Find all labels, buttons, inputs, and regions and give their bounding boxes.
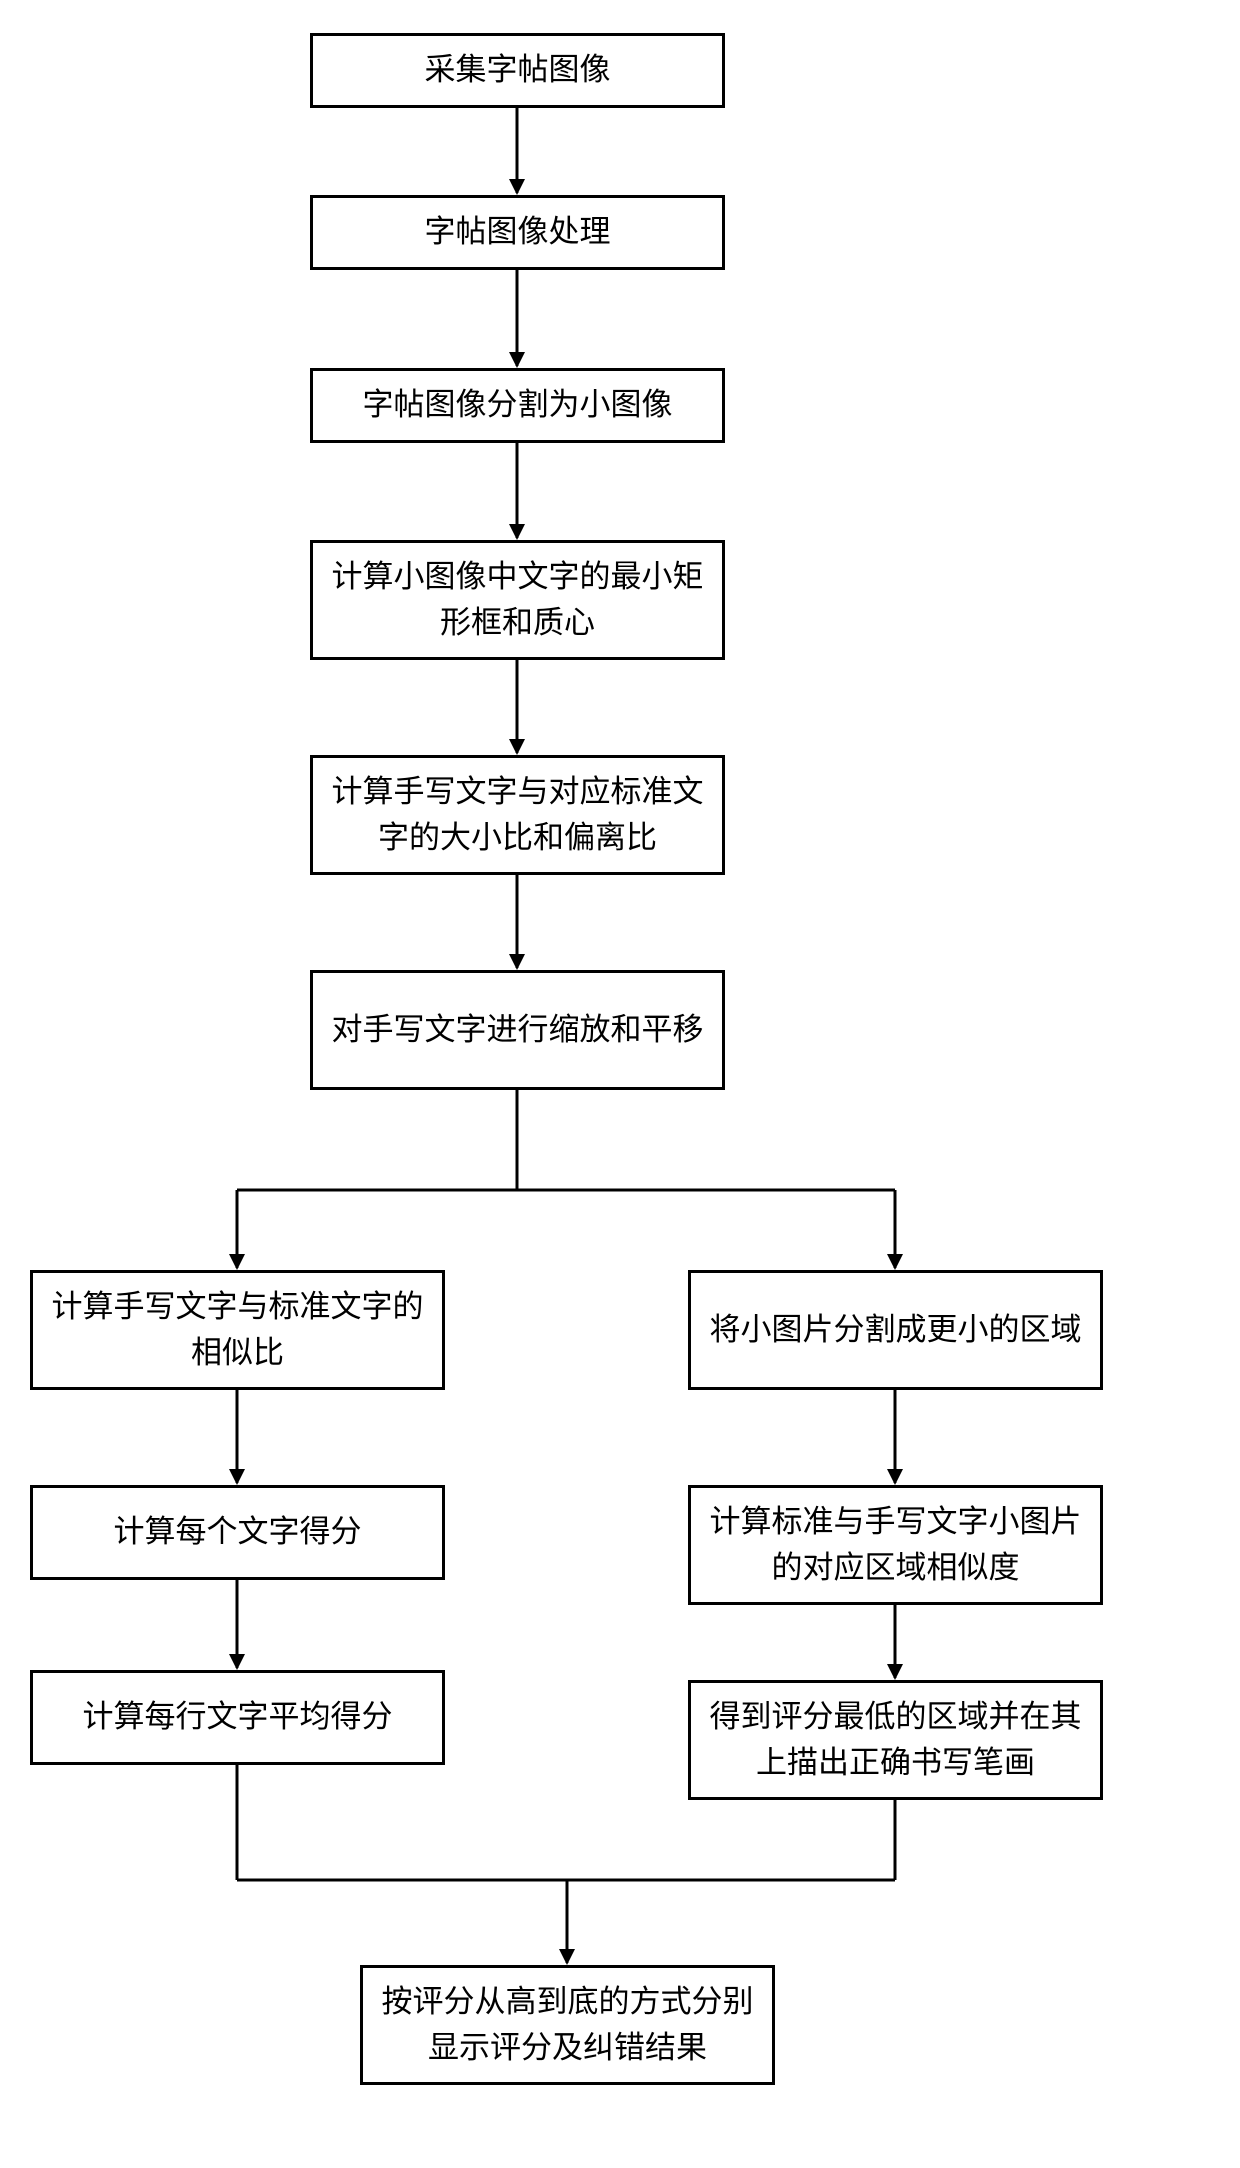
node-label: 按评分从高到底的方式分别显示评分及纠错结果 xyxy=(379,1979,756,2072)
node-label: 计算标准与手写文字小图片的对应区域相似度 xyxy=(707,1499,1084,1592)
node-label: 计算每个文字得分 xyxy=(114,1509,362,1556)
node-label: 计算小图像中文字的最小矩形框和质心 xyxy=(329,554,706,647)
flowchart-node-n8: 计算每个文字得分 xyxy=(30,1485,445,1580)
node-label: 字帖图像分割为小图像 xyxy=(363,382,673,429)
node-label: 字帖图像处理 xyxy=(425,209,611,256)
node-label: 计算手写文字与对应标准文字的大小比和偏离比 xyxy=(329,769,706,862)
flowchart-node-n3: 字帖图像分割为小图像 xyxy=(310,368,725,443)
flowchart-node-n12: 得到评分最低的区域并在其上描出正确书写笔画 xyxy=(688,1680,1103,1800)
node-label: 得到评分最低的区域并在其上描出正确书写笔画 xyxy=(707,1694,1084,1787)
node-label: 计算每行文字平均得分 xyxy=(83,1694,393,1741)
node-label: 采集字帖图像 xyxy=(425,47,611,94)
flowchart-node-n1: 采集字帖图像 xyxy=(310,33,725,108)
node-label: 将小图片分割成更小的区域 xyxy=(710,1307,1082,1354)
flowchart-node-n9: 计算每行文字平均得分 xyxy=(30,1670,445,1765)
flowchart-node-n7: 计算手写文字与标准文字的相似比 xyxy=(30,1270,445,1390)
flowchart-node-n5: 计算手写文字与对应标准文字的大小比和偏离比 xyxy=(310,755,725,875)
flowchart-node-n10: 将小图片分割成更小的区域 xyxy=(688,1270,1103,1390)
node-label: 对手写文字进行缩放和平移 xyxy=(332,1007,704,1054)
node-label: 计算手写文字与标准文字的相似比 xyxy=(49,1284,426,1377)
flowchart-node-n6: 对手写文字进行缩放和平移 xyxy=(310,970,725,1090)
flowchart-node-n13: 按评分从高到底的方式分别显示评分及纠错结果 xyxy=(360,1965,775,2085)
flowchart-node-n4: 计算小图像中文字的最小矩形框和质心 xyxy=(310,540,725,660)
flowchart-node-n11: 计算标准与手写文字小图片的对应区域相似度 xyxy=(688,1485,1103,1605)
flowchart-node-n2: 字帖图像处理 xyxy=(310,195,725,270)
